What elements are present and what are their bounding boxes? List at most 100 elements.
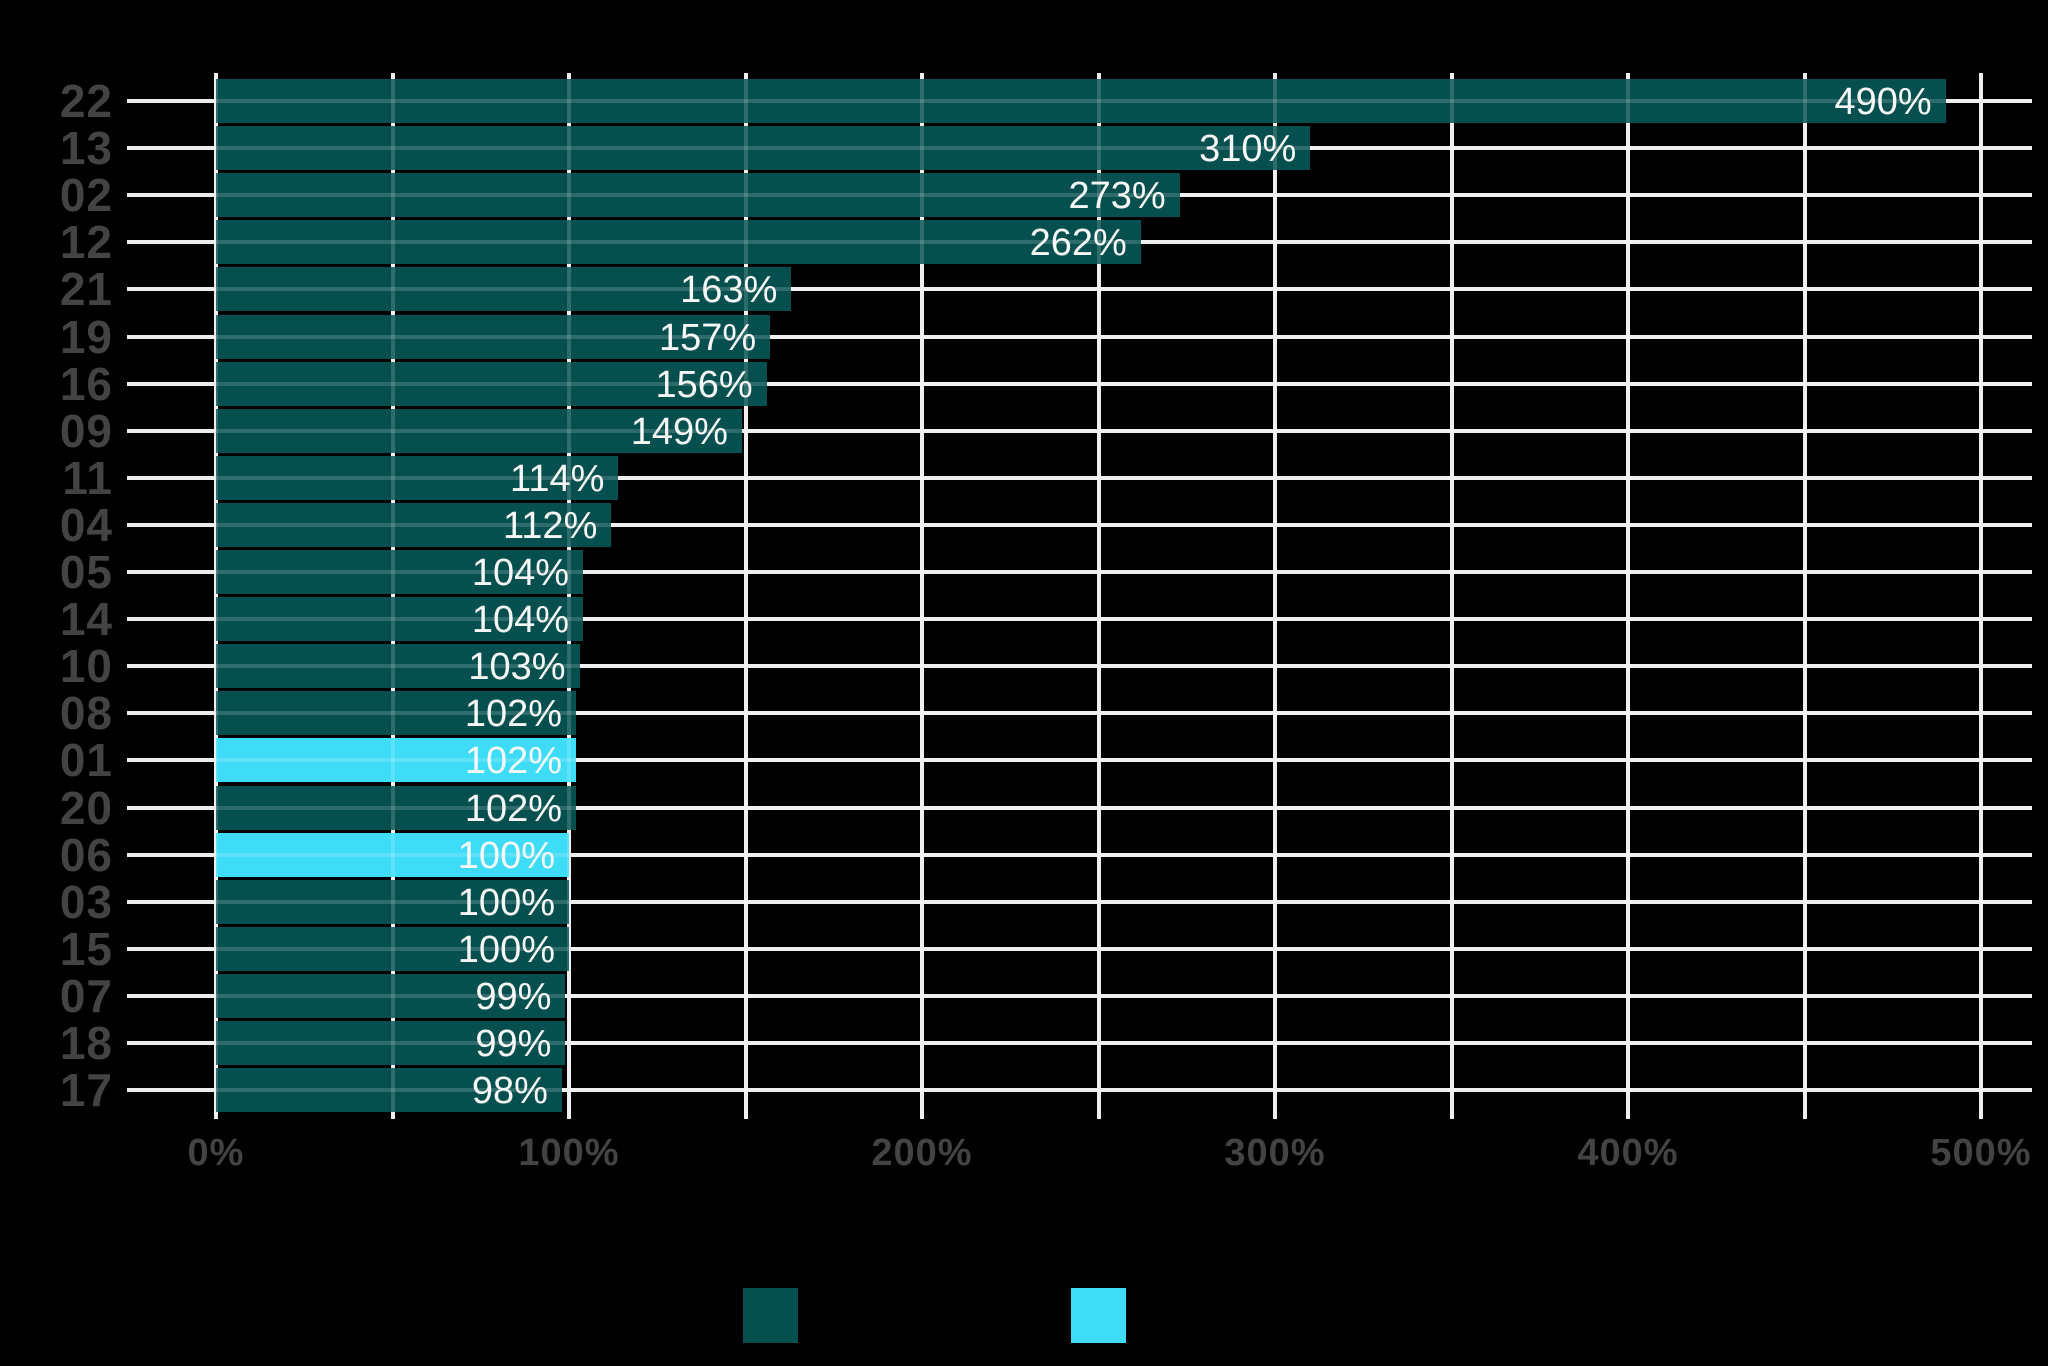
h-gridline [127,475,2032,480]
h-gridline [127,287,2032,292]
bar-05 [216,550,584,594]
y-label-06: 06 [59,828,113,881]
v-gridline-overlay [567,73,571,1119]
h-gridline-overlay [216,617,2032,622]
v-gridline [1449,73,1454,1119]
h-gridline-overlay [216,99,2032,103]
bar-15 [216,926,569,971]
h-gridline [127,993,2032,998]
value-label-15: 100% [457,928,555,971]
h-gridline [127,805,2032,810]
h-gridline [127,522,2032,527]
y-label-05: 05 [59,546,113,598]
legend-swatch-highlight [1071,1288,1126,1343]
value-label-12: 262% [1029,222,1127,265]
v-gridline [567,73,571,1119]
y-label-18: 18 [59,1017,113,1069]
h-gridline-overlay [216,899,2032,904]
value-label-08: 102% [464,693,563,736]
value-label-09: 149% [630,410,728,453]
value-label-10: 103% [468,646,566,689]
h-gridline [127,570,2032,574]
bar-02 [216,173,1180,218]
y-label-14: 14 [59,593,113,646]
h-gridline [127,334,2032,339]
value-label-20: 102% [464,787,563,830]
bar-03 [216,879,569,924]
y-label-21: 21 [59,263,113,316]
y-label-15: 15 [59,922,113,975]
y-label-07: 07 [59,969,113,1022]
bar-12 [216,220,1141,265]
v-gridline-overlay [743,73,748,1119]
legend-swatch-default [743,1288,798,1343]
y-label-19: 19 [59,310,113,363]
bar-19 [216,314,771,359]
h-gridline-overlay [216,664,2032,669]
y-label-22: 22 [59,75,113,127]
h-gridline-overlay [216,711,2032,716]
h-gridline-overlay [216,381,2032,386]
v-gridline [1096,73,1101,1119]
y-label-03: 03 [59,875,113,928]
bar-18 [216,1021,566,1065]
value-label-03: 100% [457,881,555,924]
h-gridline-overlay [216,428,2032,433]
v-gridline-overlay [1449,73,1454,1119]
v-gridline [920,73,924,1119]
v-gridline-overlay [920,73,924,1119]
v-gridline-overlay [390,73,395,1119]
bar-20 [216,785,577,830]
value-label-13: 310% [1199,128,1297,171]
y-label-08: 08 [59,687,113,740]
h-gridline [127,428,2032,433]
y-label-13: 13 [59,122,113,175]
value-label-14: 104% [471,599,570,642]
v-gridline [1626,73,1630,1119]
h-gridline [127,1041,2032,1045]
h-gridline-overlay [216,522,2032,527]
bar-07 [216,973,566,1018]
y-label-17: 17 [59,1064,113,1117]
y-label-02: 02 [59,169,113,222]
h-gridline-overlay [216,1041,2032,1045]
legend [0,1288,2048,1343]
h-gridline [127,1088,2032,1093]
value-label-16: 156% [655,363,753,406]
bar-10 [216,644,580,689]
v-gridline-overlay [1626,73,1630,1119]
y-label-01: 01 [59,734,113,787]
h-gridline-overlay [216,852,2032,857]
value-label-19: 157% [659,316,757,359]
bar-14 [216,597,584,642]
value-label-22: 490% [1834,81,1932,123]
h-gridline-overlay [216,993,2032,998]
y-label-20: 20 [59,781,113,834]
y-label-04: 04 [59,498,113,551]
v-gridline-overlay [1096,73,1101,1119]
bar-21 [216,267,792,312]
y-label-11: 11 [62,451,113,504]
bar-16 [216,361,767,406]
y-label-12: 12 [59,216,113,269]
value-label-18: 99% [475,1023,552,1065]
h-gridline-overlay [216,193,2032,198]
bar-13 [216,126,1311,171]
bar-06 [216,832,569,877]
v-gridline [390,73,395,1119]
v-gridline [1979,73,1983,1119]
x-tick-label-500%: 500% [1930,1132,2032,1174]
h-gridline [127,946,2032,951]
h-gridline-overlay [216,287,2032,292]
v-gridline-overlay [1979,73,1983,1119]
h-gridline-overlay [216,1088,2032,1093]
bar-11 [216,455,619,500]
value-label-07: 99% [475,975,552,1018]
v-gridline-overlay [214,73,218,1119]
h-gridline [127,711,2032,716]
bar-04 [216,502,612,547]
value-label-06: 100% [457,834,555,877]
